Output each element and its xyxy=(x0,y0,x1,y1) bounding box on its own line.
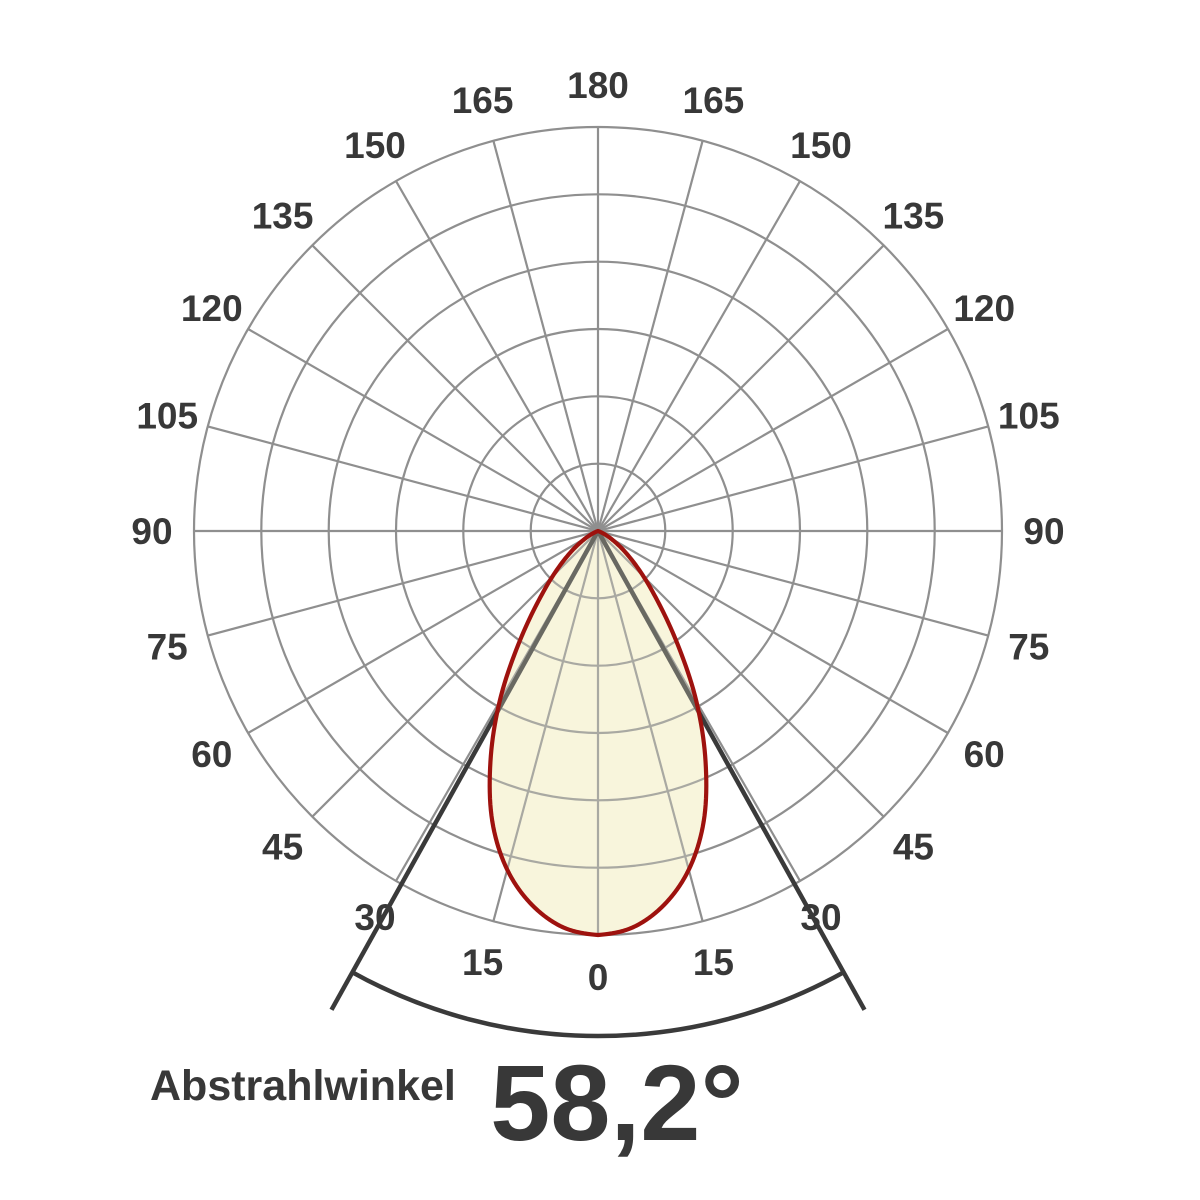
grid-spoke xyxy=(247,530,599,734)
angle-tick-label: 90 xyxy=(131,511,172,552)
grid-spoke xyxy=(311,244,599,532)
angle-scale: 0 151530304545606075759090105105120120135… xyxy=(131,65,1064,998)
grid-spoke xyxy=(597,328,949,532)
angle-tick-label: 75 xyxy=(147,626,188,667)
angle-tick-label: 165 xyxy=(683,80,745,121)
angle-tick-label: 120 xyxy=(953,288,1015,329)
angle-tick-label: 0 xyxy=(588,957,609,998)
grid-spoke xyxy=(207,529,599,637)
angle-tick-label: 150 xyxy=(790,125,852,166)
angle-tick-label: 165 xyxy=(452,80,514,121)
beam-angle-line xyxy=(596,531,707,935)
grid-spoke xyxy=(597,244,885,532)
polar-chart: 0 151530304545606075759090105105120120135… xyxy=(131,65,1065,1039)
grid-spoke xyxy=(247,328,599,532)
grid-spoke xyxy=(395,180,599,532)
angle-tick-label: 45 xyxy=(893,826,934,867)
angle-tick-label: 135 xyxy=(883,196,945,237)
beam-angle-value: 58,2° xyxy=(490,1042,743,1163)
grid-spoke xyxy=(492,140,600,532)
angle-tick-label: 180 xyxy=(567,65,629,106)
angle-tick-label: 60 xyxy=(191,734,232,775)
angle-tick-label: 45 xyxy=(262,826,303,867)
angle-tick-label: 60 xyxy=(964,734,1005,775)
angle-tick-label: 15 xyxy=(462,942,503,983)
beam-angle-lines xyxy=(489,531,707,935)
angle-tick-label: 15 xyxy=(693,942,734,983)
angle-tick-label: 135 xyxy=(252,196,314,237)
beam-angle-line xyxy=(489,531,600,935)
angle-tick-label: 90 xyxy=(1023,511,1064,552)
angle-tick-label: 75 xyxy=(1008,626,1049,667)
grid-spoke xyxy=(596,531,704,922)
grid-spoke xyxy=(597,530,949,734)
grid-spoke xyxy=(597,180,801,532)
beam-angle-arc xyxy=(351,970,845,1039)
grid-spoke xyxy=(207,425,599,533)
angle-tick-label: 105 xyxy=(136,396,198,437)
angle-tick-label: 120 xyxy=(181,288,243,329)
angle-tick-label: 150 xyxy=(344,125,406,166)
angle-tick-label: 105 xyxy=(998,396,1060,437)
grid-spoke xyxy=(597,529,989,637)
intensity-lobe-outline xyxy=(487,528,709,938)
beam-angle-caption: Abstrahlwinkel xyxy=(150,1062,456,1110)
grid-spoke xyxy=(492,531,600,922)
grid-spoke xyxy=(596,140,704,532)
grid-spoke xyxy=(597,425,989,533)
